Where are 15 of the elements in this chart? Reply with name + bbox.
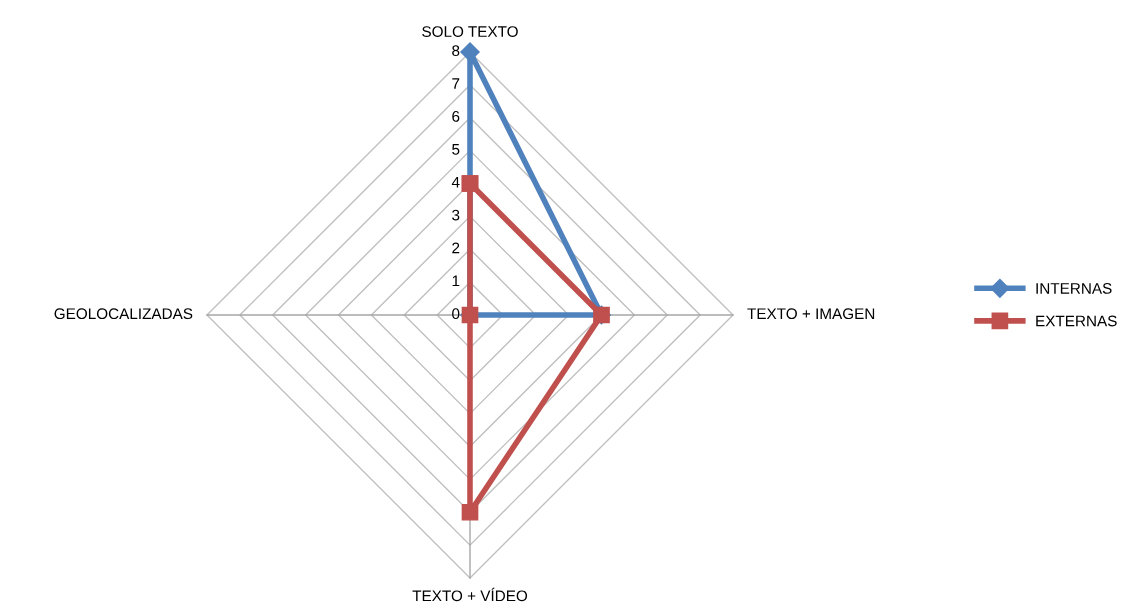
y-tick-label: 3: [452, 209, 460, 221]
y-tick-label: 7: [452, 78, 460, 89]
spoke-label: GEOLOCALIZADAS: [54, 308, 193, 320]
legend-label: EXTERNAS: [1036, 315, 1117, 327]
y-tick-label: 5: [452, 144, 460, 155]
y-tick-label: 2: [452, 242, 460, 254]
y-tick-label: 6: [452, 111, 460, 122]
legend-label: INTERNAS: [1036, 282, 1112, 294]
spoke-label: TEXTO + IMAGEN: [747, 308, 875, 320]
y-tick-label: 4: [451, 176, 460, 188]
spoke-label: TEXTO + VÍDEO: [412, 587, 528, 602]
spoke-label: SOLO TEXTO: [422, 26, 518, 37]
y-tick-label: 8: [452, 45, 460, 57]
y-tick-label: 1: [452, 275, 460, 287]
y-tick-label: 0: [452, 308, 460, 320]
